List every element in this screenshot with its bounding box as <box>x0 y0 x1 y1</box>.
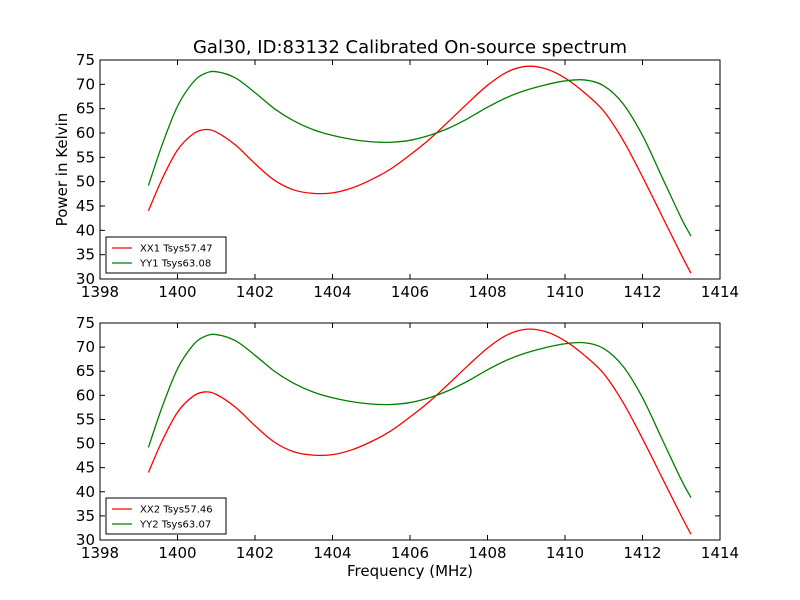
x-tick-label: 1414 <box>701 544 739 562</box>
y-tick-label: 65 <box>76 100 95 118</box>
x-axis-label: Frequency (MHz) <box>347 562 473 580</box>
series-line-yy1 <box>147 70 692 237</box>
y-tick-label: 40 <box>76 221 95 239</box>
y-tick-label: 60 <box>76 386 95 404</box>
y-tick-label: 30 <box>76 531 95 549</box>
x-tick-label: 1404 <box>313 283 351 301</box>
x-tick-label: 1402 <box>236 544 274 562</box>
figure-title: Gal30, ID:83132 Calibrated On-source spe… <box>193 37 627 58</box>
legend-box <box>105 497 227 535</box>
top-subplot: 1398 1400 1402 1404 1406 1408 1410 1412 1414 30 35… <box>53 51 739 301</box>
series-line-xx2 <box>147 328 692 535</box>
x-tick-label: 1400 <box>158 544 196 562</box>
x-tick-label: 1402 <box>236 283 274 301</box>
legend-label: XX1 Tsys57.47 <box>140 244 213 255</box>
y-tick-label: 50 <box>76 173 95 191</box>
x-tick-label: 1398 <box>81 544 119 562</box>
x-tick-label: 1410 <box>546 544 584 562</box>
y-tick-label: 35 <box>76 507 95 525</box>
y-tick-label: 75 <box>76 314 95 332</box>
y-tick-label: 45 <box>76 459 95 477</box>
y-tick-label: 40 <box>76 483 95 501</box>
y-axis-label: Power in Kelvin <box>53 113 71 227</box>
legend-label: YY2 Tsys63.07 <box>139 520 211 531</box>
y-tick-label: 35 <box>76 246 95 264</box>
x-tick-label: 1404 <box>313 544 351 562</box>
x-tick-label: 1406 <box>391 283 429 301</box>
y-tick-label: 75 <box>76 51 95 69</box>
x-tick-label: 1412 <box>623 544 661 562</box>
y-tick-label: 30 <box>76 270 95 288</box>
y-tick-label: 70 <box>76 338 95 356</box>
x-tick-label: 1412 <box>623 283 661 301</box>
x-tick-label: 1408 <box>468 283 506 301</box>
legend-label: YY1 Tsys63.08 <box>139 259 211 270</box>
legend-label: XX2 Tsys57.46 <box>140 505 213 516</box>
y-tick-label: 45 <box>76 197 95 215</box>
y-tick-label: 55 <box>76 410 95 428</box>
y-tick-label: 70 <box>76 75 95 93</box>
x-tick-label: 1414 <box>701 283 739 301</box>
y-tick-label: 65 <box>76 362 95 380</box>
x-tick-label: 1410 <box>546 283 584 301</box>
bottom-subplot: 1398 1400 1402 1404 1406 1408 1410 1412 1414 30 35… <box>76 314 739 580</box>
y-tick-label: 55 <box>76 148 95 166</box>
series-line-yy2 <box>147 333 692 498</box>
legend-box <box>105 236 227 274</box>
y-tick-label: 60 <box>76 124 95 142</box>
x-tick-label: 1398 <box>81 283 119 301</box>
axes-frame <box>99 59 721 280</box>
x-tick-label: 1400 <box>158 283 196 301</box>
series-line-xx1 <box>147 65 692 274</box>
x-tick-label: 1406 <box>391 544 429 562</box>
axes-frame <box>99 322 721 541</box>
x-tick-label: 1408 <box>468 544 506 562</box>
y-tick-label: 50 <box>76 435 95 453</box>
